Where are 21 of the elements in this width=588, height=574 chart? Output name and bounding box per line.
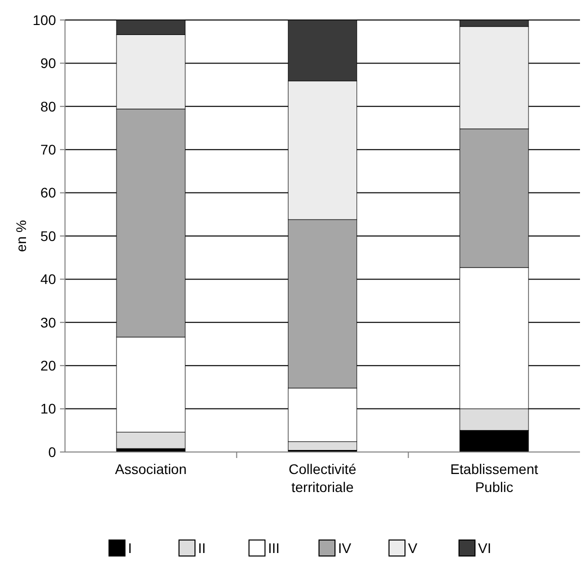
legend-label: IV <box>338 540 352 556</box>
y-tick-label: 0 <box>48 444 56 460</box>
y-tick-label: 50 <box>40 228 56 244</box>
x-tick-label: Association <box>115 461 187 477</box>
y-tick-label: 40 <box>40 271 56 288</box>
y-tick-label: 20 <box>40 358 56 374</box>
legend-label: II <box>198 540 206 556</box>
y-tick-label: 60 <box>40 184 56 201</box>
y-tick-label: 100 <box>32 12 56 28</box>
y-axis-title: en % <box>13 220 29 252</box>
legend-label: VI <box>478 540 492 556</box>
legend-label: V <box>408 540 418 556</box>
x-tick-label: Etablissement Public <box>450 461 538 495</box>
y-tick-label: 10 <box>40 400 56 417</box>
y-tick-label: 80 <box>40 98 56 114</box>
y-tick-label: 30 <box>40 314 56 330</box>
y-tick-label: 70 <box>40 142 56 158</box>
x-tick-label: Collectivité territoriale <box>288 461 357 495</box>
legend-label: III <box>268 540 280 556</box>
legend-label: I <box>128 540 132 556</box>
y-tick-label: 90 <box>40 55 56 72</box>
